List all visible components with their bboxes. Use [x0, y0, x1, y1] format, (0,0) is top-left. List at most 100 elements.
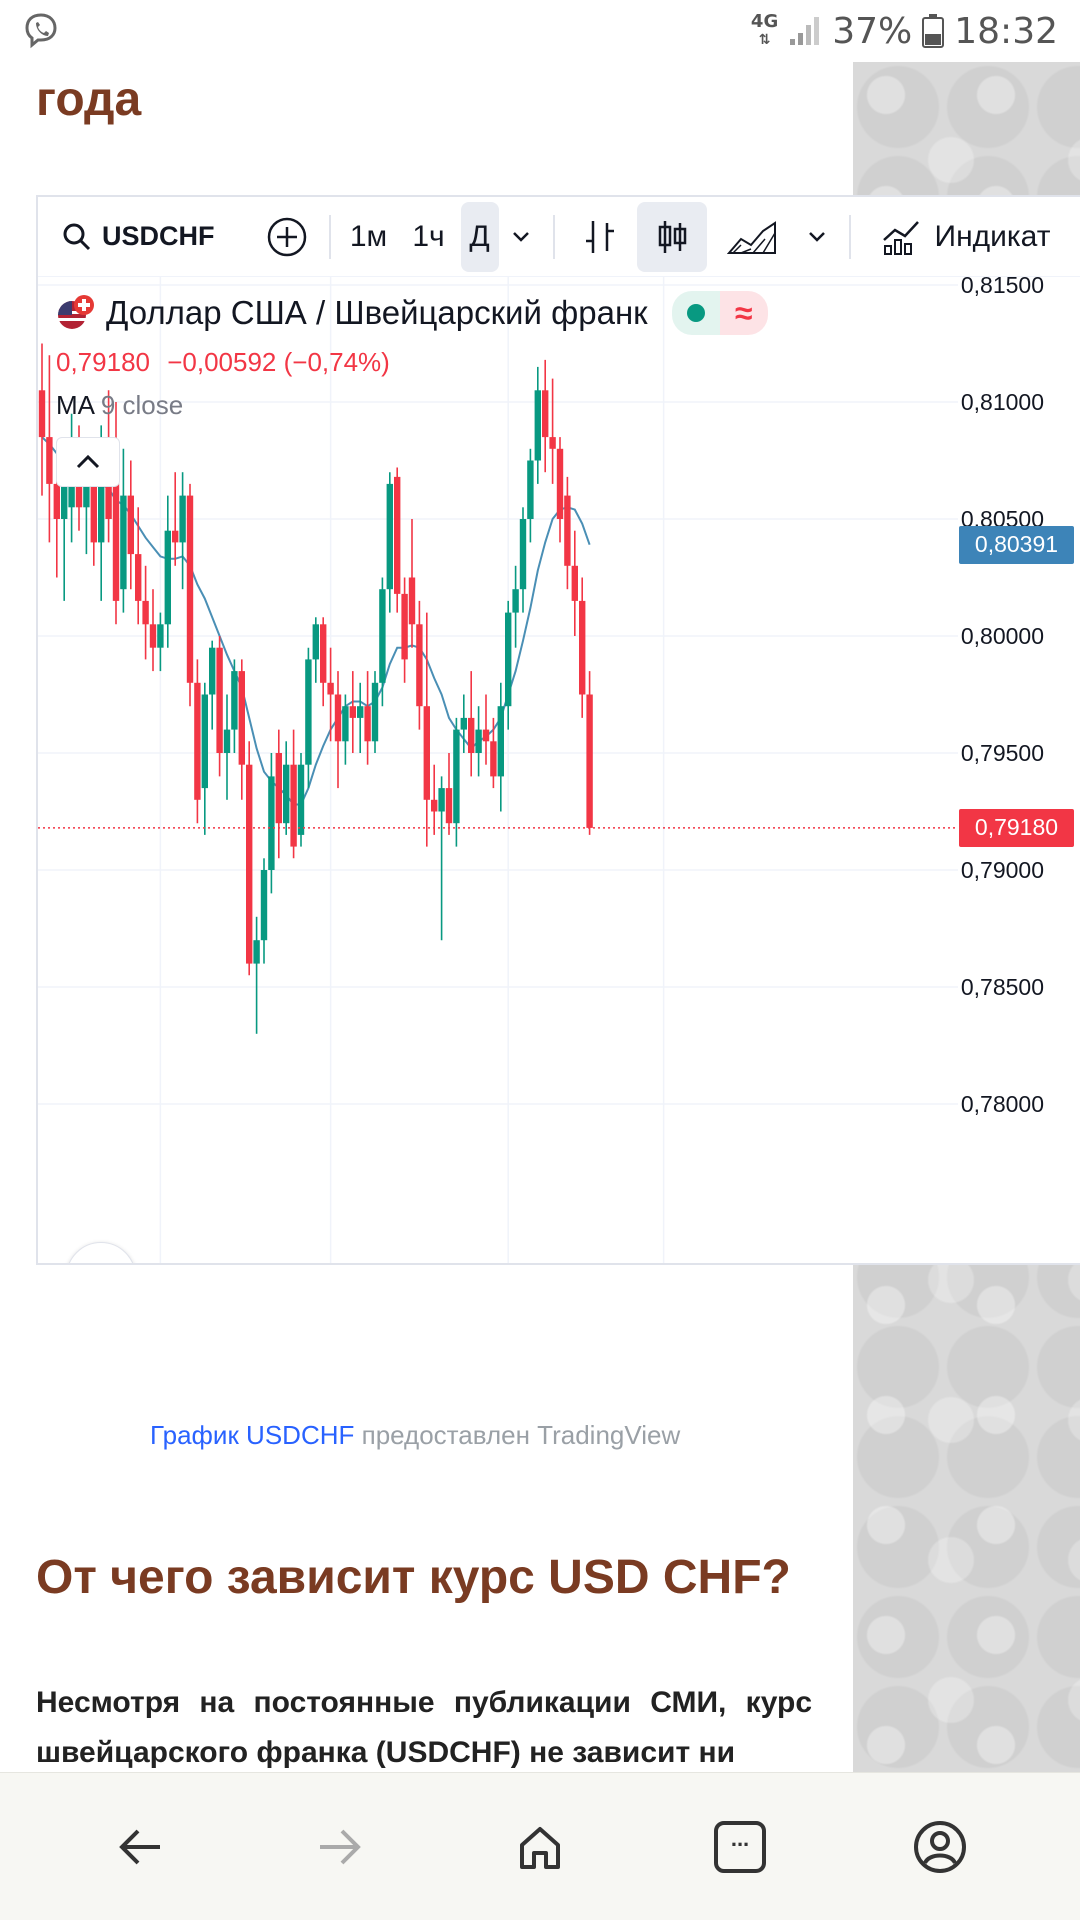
candle: [349, 671, 356, 753]
chevron-down-icon: [512, 231, 529, 242]
candle: [179, 472, 186, 590]
last-price-tag: 0,79180: [959, 808, 1074, 847]
price-tick-label: 0,80000: [961, 623, 1044, 649]
candle: [120, 448, 127, 613]
area-chart-type-button[interactable]: [717, 202, 787, 272]
chart-attribution: График USDCHF предоставлен TradingView: [150, 1420, 680, 1451]
price-change: −0,00592 (−0,74%): [167, 347, 390, 377]
chart-attribution-link[interactable]: График USDCHF: [150, 1420, 355, 1450]
compare-symbol-button[interactable]: [255, 202, 319, 272]
ma-price-tag: 0,80391: [959, 525, 1074, 564]
section-heading: От чего зависит курс USD CHF?: [36, 1551, 791, 1604]
article-heading-partial: года: [36, 73, 142, 126]
price-tick-label: 0,81000: [961, 389, 1044, 415]
candle: [401, 577, 408, 683]
profile-button[interactable]: [895, 1802, 985, 1892]
candle: [268, 753, 275, 894]
last-price: 0,79180: [56, 347, 150, 377]
candle: [453, 717, 460, 847]
candle: [394, 467, 401, 613]
search-icon: [63, 223, 91, 250]
candle: [260, 858, 268, 964]
candle: [46, 355, 53, 543]
candle: [571, 530, 578, 636]
toolbar-divider: [848, 214, 851, 259]
candle: [460, 694, 467, 753]
candle: [542, 359, 549, 473]
indicators-button[interactable]: Индикат: [861, 202, 1050, 272]
chart-type-dropdown-button[interactable]: [795, 202, 839, 272]
tradingview-chart-widget[interactable]: USDCHF 1м 1ч Д: [36, 195, 1080, 1265]
legend-symbol: Доллар США / Швейцарский франк ≈: [56, 291, 768, 335]
candle: [127, 460, 134, 590]
candle: [438, 776, 445, 941]
candle: [549, 378, 556, 484]
candle: [112, 402, 120, 625]
tabs-button[interactable]: ...: [695, 1802, 785, 1892]
toolbar-divider: [328, 214, 331, 259]
candle: [586, 671, 593, 835]
bar-chart-type-button[interactable]: [565, 202, 635, 272]
candle-series: [38, 343, 593, 1034]
candle: [238, 659, 245, 800]
candle: [223, 694, 231, 800]
candle: [209, 640, 216, 730]
candle: [534, 366, 541, 484]
chart-grid: [38, 277, 958, 1263]
candle: [512, 565, 519, 648]
status-bar: 4G ⇅ 37% 18:32: [0, 0, 1080, 62]
tabs-icon: [714, 1820, 766, 1873]
candle: [519, 507, 527, 613]
candle: [283, 741, 290, 835]
price-chart[interactable]: 0,780000,785000,790000,795000,800000,805…: [38, 197, 1080, 1265]
toolbar-divider: [552, 214, 555, 259]
price-tick-label: 0,79500: [961, 740, 1044, 766]
candle: [297, 753, 305, 847]
browser-bottom-nav: ...: [0, 1772, 1080, 1920]
candle: [38, 343, 46, 496]
us-ch-flag-icon: [56, 293, 96, 333]
candle: [416, 600, 423, 730]
clock: 18:32: [954, 10, 1058, 52]
candle: [445, 753, 453, 835]
interval-1h-button[interactable]: 1ч: [412, 219, 445, 253]
ma-params: 9 close: [100, 390, 184, 420]
candle: [149, 589, 157, 672]
symbol-search-button[interactable]: USDCHF: [38, 202, 231, 272]
forward-button[interactable]: [295, 1802, 385, 1892]
candle: [408, 519, 416, 648]
legend-collapse-button[interactable]: [56, 437, 120, 487]
candle: [142, 565, 149, 660]
market-open-indicator: [671, 291, 720, 335]
battery-percent: 37%: [832, 10, 913, 52]
back-button[interactable]: [95, 1802, 185, 1892]
interval-1d-button[interactable]: Д: [460, 201, 499, 272]
home-icon: [520, 1826, 560, 1869]
bars-icon: [585, 220, 614, 253]
candle: [327, 647, 334, 742]
market-status-pill[interactable]: ≈: [671, 291, 768, 335]
candle: [423, 612, 430, 847]
chart-attribution-text: предоставлен TradingView: [354, 1420, 681, 1450]
candle: [164, 495, 171, 648]
candle: [172, 472, 179, 566]
candle: [275, 729, 282, 859]
candle: [135, 507, 142, 625]
tabs-label: ...: [730, 1825, 750, 1851]
interval-dropdown-button[interactable]: [499, 202, 543, 272]
candle: [579, 577, 586, 718]
article-paragraph: Несмотря на постоянные публикации СМИ, к…: [36, 1686, 812, 1769]
viber-icon: [22, 12, 60, 50]
home-button[interactable]: [495, 1802, 585, 1892]
candle: [194, 659, 201, 824]
legend-ma[interactable]: MA 9 close: [56, 390, 183, 421]
candle: [371, 671, 379, 753]
candle: [342, 694, 349, 765]
candles-chart-type-button[interactable]: [636, 201, 707, 272]
chevron-down-icon: [808, 231, 825, 242]
candle: [475, 706, 482, 777]
delayed-data-icon: ≈: [719, 291, 768, 335]
interval-1m-button[interactable]: 1м: [349, 219, 388, 253]
add-circle-icon: [267, 217, 306, 256]
